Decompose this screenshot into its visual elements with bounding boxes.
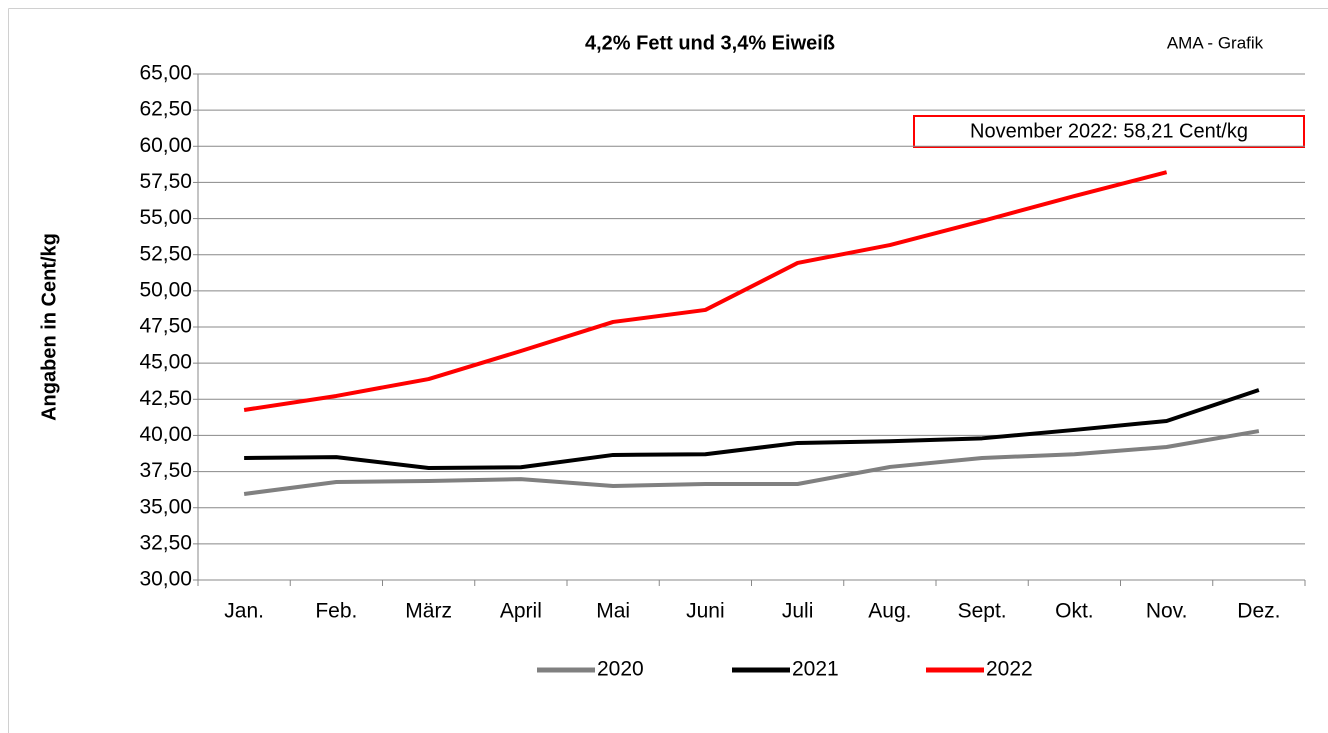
- x-tick-label: Dez.: [1237, 600, 1280, 623]
- y-tick-label: 30,00: [139, 568, 192, 591]
- x-tick-label: Jan.: [224, 600, 264, 623]
- y-tick-label: 40,00: [139, 423, 192, 446]
- chart-title: 4,2% Fett und 3,4% Eiweiß: [585, 32, 835, 54]
- x-tick-label: Juli: [782, 600, 814, 623]
- y-tick-label: 47,50: [139, 315, 192, 338]
- series-line: [243, 429, 1260, 496]
- x-tick-label: Juni: [686, 600, 725, 623]
- legend-label: 2022: [986, 658, 1033, 681]
- y-tick-label: 37,50: [139, 459, 192, 482]
- x-tick-label: Aug.: [868, 600, 911, 623]
- x-tick-label: Feb.: [315, 600, 357, 623]
- y-axis-label: Angaben in Cent/kg: [38, 233, 60, 421]
- annotation-box: [913, 115, 1305, 148]
- y-tick-label: 55,00: [139, 206, 192, 229]
- x-tick-label: April: [500, 600, 542, 623]
- y-tick-label: 62,50: [139, 98, 192, 121]
- x-tick-label: Okt.: [1055, 600, 1094, 623]
- x-tick-label: Nov.: [1146, 600, 1188, 623]
- legend-label: 2020: [597, 658, 644, 681]
- y-tick-label: 60,00: [139, 134, 192, 157]
- y-tick-label: 32,50: [139, 531, 192, 554]
- series-line: [243, 170, 1168, 412]
- y-tick-label: 45,00: [139, 351, 192, 374]
- legend-label: 2021: [792, 658, 839, 681]
- y-tick-label: 50,00: [139, 278, 192, 301]
- x-tick-label: Mai: [596, 600, 630, 623]
- series-line: [244, 388, 1260, 470]
- y-tick-label: 57,50: [139, 170, 192, 193]
- y-tick-label: 42,50: [139, 387, 192, 410]
- y-tick-label: 52,50: [139, 242, 192, 265]
- x-tick-label: März: [405, 600, 452, 623]
- annotation: November 2022: 58,21 Cent/kg: [970, 120, 1248, 142]
- y-tick-label: 65,00: [139, 62, 192, 85]
- source: AMA - Grafik: [1167, 33, 1264, 52]
- y-tick-label: 35,00: [139, 495, 192, 518]
- x-tick-label: Sept.: [958, 600, 1007, 623]
